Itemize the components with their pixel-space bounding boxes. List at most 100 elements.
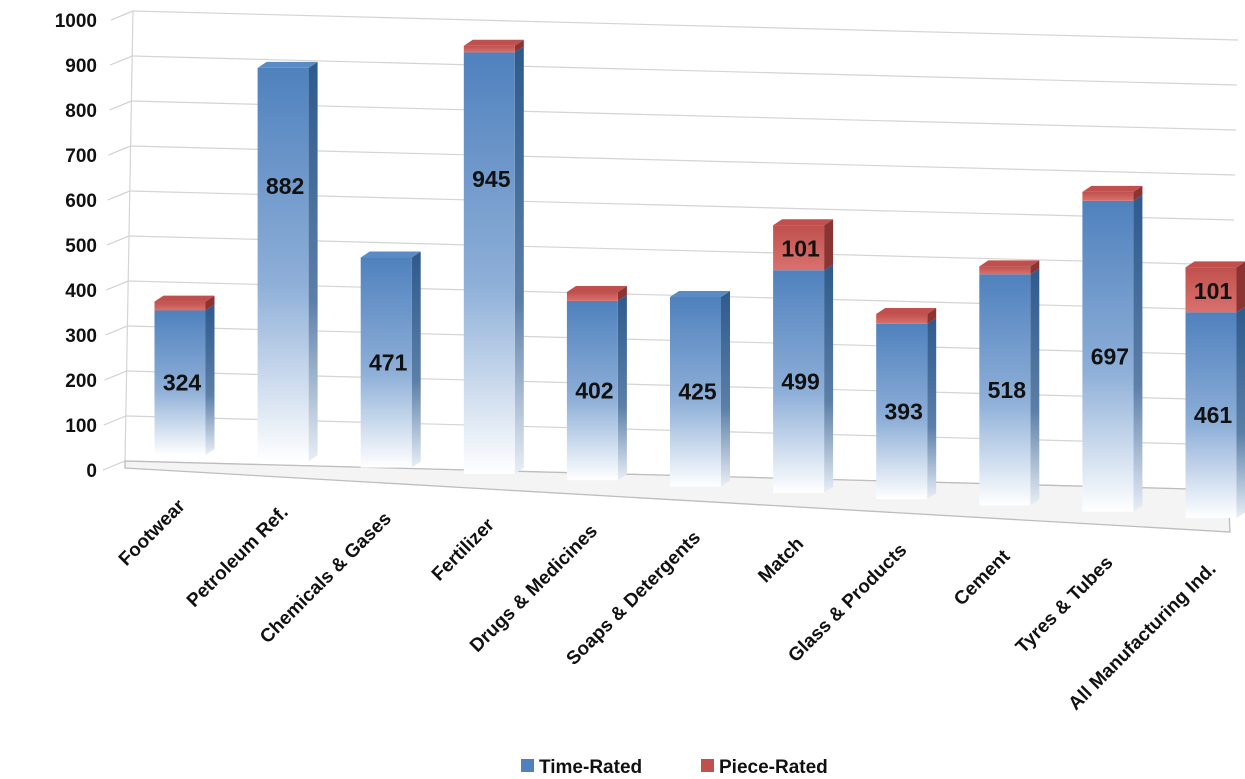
bar-time-rated-side xyxy=(308,61,318,462)
bar-piece-rated-side xyxy=(824,219,834,271)
bar-time-rated xyxy=(463,52,515,474)
chart-floor xyxy=(124,460,1231,533)
bar-time-rated-side xyxy=(824,264,834,493)
bar-time-rated-side xyxy=(205,304,215,455)
bar-time-rated-side xyxy=(411,251,421,468)
gridline-tick xyxy=(104,370,127,381)
bar-piece-rated xyxy=(463,45,515,53)
y-tick-label: 500 xyxy=(65,236,97,257)
data-label-time-rated: 393 xyxy=(885,398,923,424)
y-tick-label: 1000 xyxy=(55,11,97,32)
gridline-tick xyxy=(103,415,127,426)
bar-time-rated xyxy=(154,310,206,455)
bar-piece-rated xyxy=(566,291,618,301)
y-tick-label: 200 xyxy=(65,371,97,392)
gridline xyxy=(132,10,1239,41)
y-tick-label: 600 xyxy=(65,191,97,212)
x-tick-label: Match xyxy=(754,533,808,587)
bar-time-rated-top xyxy=(360,251,421,258)
gridline-tick xyxy=(109,100,132,111)
bar-time-rated-side xyxy=(617,294,627,481)
bar-piece-rated-top xyxy=(773,219,834,226)
gridline-tick xyxy=(110,10,134,21)
bar-piece-rated-side xyxy=(514,39,524,53)
data-label-time-rated: 471 xyxy=(369,350,408,376)
y-tick-label: 800 xyxy=(65,101,97,122)
bar-time-rated xyxy=(1082,200,1134,512)
gridline-tick xyxy=(105,325,128,336)
gridline xyxy=(132,55,1238,86)
y-tick-label: 0 xyxy=(86,461,97,482)
bar-piece-rated xyxy=(1185,267,1237,313)
y-tick-label: 900 xyxy=(65,56,97,77)
bar-piece-rated-top xyxy=(463,39,524,46)
bar-piece-rated xyxy=(154,301,206,311)
legend-swatch xyxy=(521,759,534,772)
data-label-time-rated: 461 xyxy=(1194,402,1233,428)
bar-piece-rated-top xyxy=(566,285,627,292)
bar-time-rated-side xyxy=(927,317,937,500)
bar-piece-rated-top xyxy=(1185,261,1245,268)
bar-piece-rated-side xyxy=(205,295,215,311)
bar-time-rated-side xyxy=(1133,194,1143,512)
data-label-time-rated: 697 xyxy=(1091,343,1129,369)
bar-time-rated xyxy=(360,257,412,468)
legend-label: Time-Rated xyxy=(539,757,642,778)
x-tick-label: Glass & Products xyxy=(784,540,911,667)
data-label-time-rated: 499 xyxy=(781,369,819,395)
legend-swatch xyxy=(701,759,714,772)
bar-time-rated xyxy=(876,323,928,500)
bar-time-rated-side xyxy=(721,290,730,487)
gridline-tick xyxy=(105,280,129,291)
bar-piece-rated-side xyxy=(1236,261,1245,313)
x-tick-label: Fertilizer xyxy=(428,514,499,585)
y-axis: 0 100 200 300 400 500 600 700 800 900 1000 xyxy=(55,11,97,482)
gridline-tick xyxy=(109,55,133,66)
data-label-piece-rated: 101 xyxy=(1194,278,1233,304)
gridline-tick xyxy=(108,145,131,156)
x-tick-label: Petroleum Ref. xyxy=(183,502,293,612)
bar-time-rated-top xyxy=(257,61,318,68)
y-tick-label: 300 xyxy=(65,326,97,347)
bar-time-rated xyxy=(257,67,309,462)
x-tick-label: Cement xyxy=(950,546,1015,611)
bar-time-rated-top xyxy=(670,290,730,297)
bar-piece-rated-side xyxy=(1133,185,1143,201)
data-label-time-rated: 882 xyxy=(266,173,304,199)
data-label-time-rated: 518 xyxy=(988,377,1027,403)
data-label-time-rated: 324 xyxy=(163,370,202,396)
bar-time-rated-side xyxy=(1236,306,1245,518)
x-tick-label: Footwear xyxy=(115,495,190,570)
legend-label: Piece-Rated xyxy=(719,757,828,778)
y-tick-label: 700 xyxy=(65,146,97,167)
data-labels: 324 882 471 945 402 425 499 101 393 518 697 461 101 xyxy=(163,166,1233,428)
bar-piece-rated xyxy=(1082,191,1134,201)
bar-time-rated xyxy=(773,270,825,493)
bar-piece-rated-top xyxy=(876,308,937,315)
legend: Time-Rated Piece-Rated xyxy=(521,757,828,778)
x-tick-label: Tyres & Tubes xyxy=(1012,552,1117,657)
data-label-time-rated: 402 xyxy=(575,378,613,404)
data-label-time-rated: 945 xyxy=(472,166,511,192)
y-tick-label: 100 xyxy=(65,416,97,437)
y-tick-label: 400 xyxy=(65,281,97,302)
bar-piece-rated-top xyxy=(979,260,1040,267)
bar-time-rated xyxy=(670,296,721,487)
back-wall-edge xyxy=(124,10,134,462)
gridline-tick xyxy=(106,235,130,246)
gridline-tick xyxy=(107,190,131,201)
bar-piece-rated-side xyxy=(617,285,627,301)
data-label-time-rated: 425 xyxy=(678,379,717,405)
bar-piece-rated xyxy=(773,225,825,271)
bar-piece-rated-top xyxy=(154,295,215,302)
bar-piece-rated xyxy=(876,314,928,324)
bar-time-rated-side xyxy=(514,46,524,474)
data-label-piece-rated: 101 xyxy=(781,236,820,262)
bar-time-rated xyxy=(1185,312,1237,518)
bar-piece-rated-side xyxy=(1030,260,1040,275)
bar-time-rated xyxy=(979,274,1031,506)
gridline-tick xyxy=(102,460,126,471)
bar-piece-rated xyxy=(979,266,1031,275)
